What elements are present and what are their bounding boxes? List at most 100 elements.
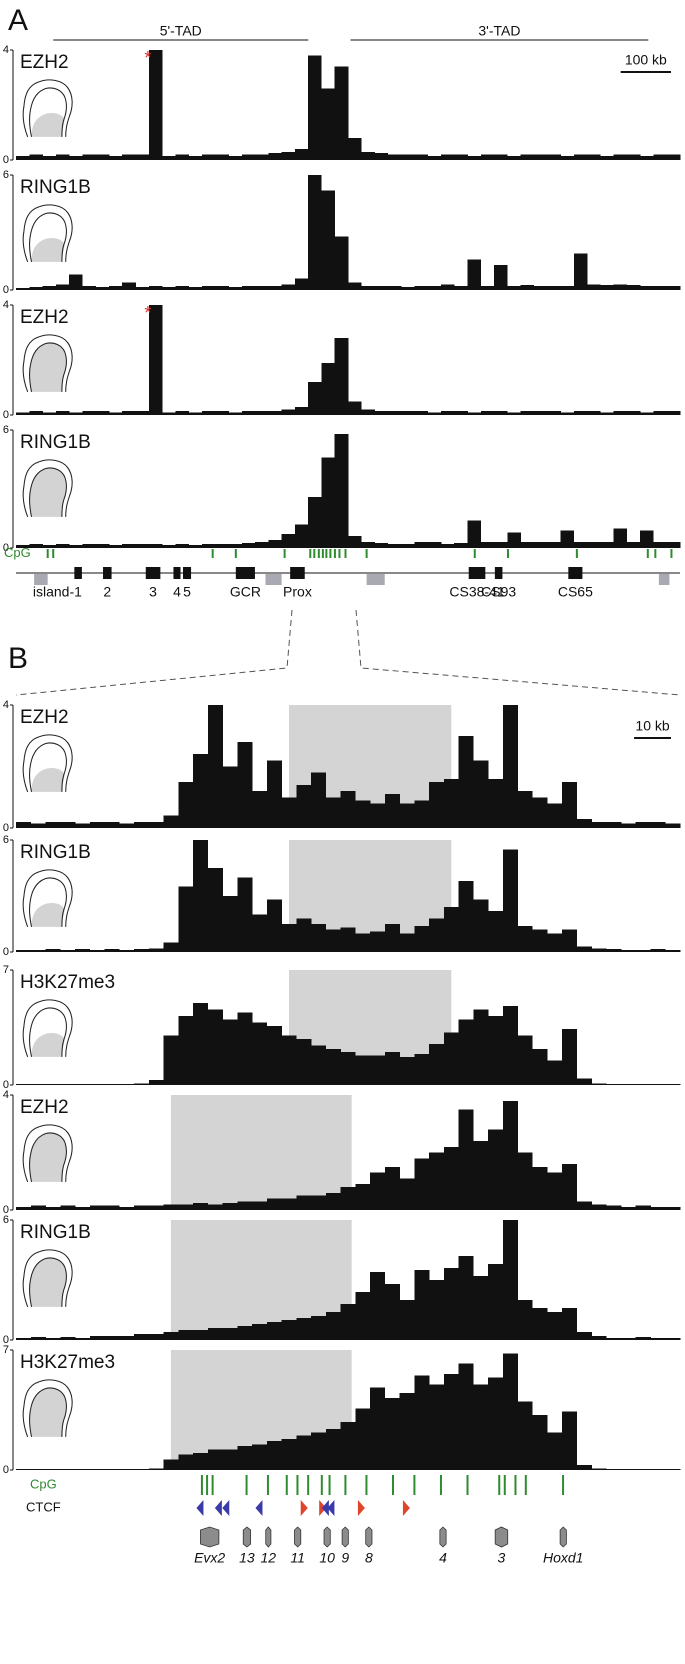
gene [242,1526,252,1548]
signal-bar [16,821,32,828]
signal-bar [321,88,336,160]
y-tick-label: 0 [3,542,9,554]
tissue-inner [28,87,67,138]
signal-bar [252,1022,268,1085]
signal-bar [162,545,176,548]
signal-bar [228,544,243,548]
signal-bar [325,797,341,828]
tissue-inner [28,1257,67,1308]
y-tick-label: 6 [3,1214,9,1226]
signal-bar [547,542,561,548]
signal-bar [399,803,415,828]
y-tick-label: 6 [3,834,9,846]
signal-bar [561,929,578,952]
signal-bar [399,1300,415,1340]
y-tick-label: 6 [3,424,9,436]
y-tick-label: 4 [3,1089,9,1101]
y-tick-label: 0 [3,822,9,834]
signal-bar [384,1284,400,1340]
signal-bar [443,1374,459,1470]
signal-bar [355,933,371,952]
signal-bar [334,433,349,548]
signal-bar [255,410,269,415]
signal-bar [69,545,83,548]
signal-bar [606,1205,622,1210]
y-tick-label: 0 [3,284,9,296]
signal-bar [252,1444,268,1470]
signal-bar [384,794,400,828]
signal-bar [414,1158,430,1210]
signal-bar [281,1198,297,1210]
signal-bar [175,154,189,160]
tissue-outline [22,204,73,263]
signal-bar [75,949,91,952]
signal-bar [69,274,83,290]
signal-bar [458,881,474,952]
element-label: CS93 [481,584,516,600]
signal-bar [163,815,179,828]
signal-bar [370,931,386,952]
signal-bar [104,949,120,952]
signal-bar [82,286,96,290]
signal-bar [640,286,654,290]
y-tick-label: 7 [3,964,9,976]
tissue-inner [28,877,67,928]
element-label: 4 [173,584,181,600]
signal-bar [480,410,495,415]
signal-bar [414,800,430,828]
track-label: RING1B [20,1222,91,1243]
signal-bar [635,1205,651,1210]
signal-bar [427,286,442,290]
signal-bar [122,410,136,415]
signal-bar [42,545,57,548]
signal-bar [443,1268,459,1340]
signal-bar [188,545,203,548]
tissue-icon [22,869,73,928]
signal-bar [281,924,297,952]
signal-track [16,175,681,290]
signal-bar [75,1207,91,1210]
signal-bar [16,1207,32,1210]
signal-bar [207,1449,223,1470]
gene-label: 10 [319,1550,335,1566]
signal-bar [591,1336,607,1340]
signal-bar [414,154,428,160]
signal-bar [188,412,203,415]
signal-bar [222,1019,238,1085]
ctcf-site [255,1500,263,1516]
signal-bar [606,1469,622,1470]
signal-bar [374,410,389,415]
signal-bar [454,286,468,290]
signal-bar [60,1337,76,1340]
signal-bar [473,899,489,952]
tissue-icon [22,1249,73,1308]
gene [294,1526,302,1548]
signal-bar [148,286,163,290]
signal-bar [108,545,123,548]
signal-bar [399,1057,415,1085]
zoom-guide [15,609,293,696]
signal-bar [308,382,322,415]
signal-bar [374,543,389,548]
signal-bar [576,818,592,828]
signal-bar [30,950,46,952]
signal-bar [591,1204,607,1210]
signal-bar [30,1084,46,1085]
signal-bar [89,1336,105,1340]
tissue-fill [31,1032,65,1057]
signal-bar [266,1440,282,1470]
signal-bar [29,287,43,290]
signal-bar [348,401,362,415]
signal-bar [613,154,628,160]
ctcf-site [327,1500,335,1516]
y-tick-label: 0 [3,1334,9,1346]
signal-bar [16,545,30,548]
signal-bar [89,1469,105,1470]
signal-bar [134,1334,150,1340]
regulatory-element [74,567,82,579]
signal-bar [134,1205,150,1210]
signal-bar [626,542,641,548]
signal-bar [340,927,356,952]
signal-track [16,1220,681,1340]
panel-letter: B [8,642,28,675]
